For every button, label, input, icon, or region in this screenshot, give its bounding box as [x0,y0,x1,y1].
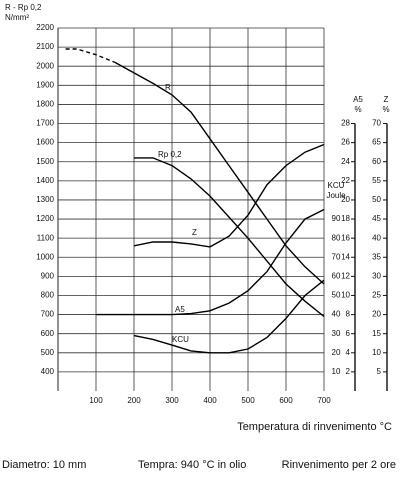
y-tick-label: 2200 [36,23,54,32]
a5-axis-title: A5 [353,95,363,104]
tick-label: 30 [372,271,381,280]
x-axis-title: Temperatura di rinvenimento °C [237,421,392,433]
y-tick-label: 400 [41,367,55,376]
tick-label: 2 [346,367,351,376]
tick-label: 15 [372,329,381,338]
y-tick-label: 900 [41,271,55,280]
tick-label: 30 [332,329,341,338]
tick-label: 16 [341,233,350,242]
y-tick-label: 1200 [36,214,54,223]
series-line [133,143,325,248]
tick-label: 50 [372,195,381,204]
tick-label: 80 [332,233,341,242]
y-tick-label: 700 [41,310,55,319]
x-tick-label: 100 [89,396,103,405]
series-line [134,157,325,318]
tick-label: 90 [332,214,341,223]
tick-label: 20 [332,348,341,357]
y-tick-label: 1500 [36,157,54,166]
tick-label: 20 [341,195,350,204]
x-tick-label: 300 [165,396,179,405]
y-tick-label: 1700 [36,119,54,128]
y-tick-label: 1100 [37,233,55,242]
tick-label: 20 [372,310,381,319]
kcu-axis-unit: Joule [326,191,346,200]
tick-label: 55 [372,176,381,185]
series-line [96,208,325,316]
tick-label: 10 [372,348,381,357]
y-tick-label: 1400 [36,176,54,185]
tick-label: 65 [372,138,381,147]
note: Tempra: 940 °C in olio [138,459,246,471]
tick-label: 28 [341,119,350,128]
z-axis-unit: % [382,105,389,114]
tick-label: 22 [341,176,350,185]
y-axis-unit: N/mm² [5,13,29,22]
tick-label: 24 [341,157,350,166]
y-tick-label: 2100 [36,42,54,51]
a5-axis-unit: % [354,105,361,114]
series-label: Z [192,228,197,237]
series-label: Rp 0,2 [158,150,182,159]
x-tick-label: 500 [241,396,255,405]
y-tick-label: 1900 [36,80,54,89]
y-tick-label: 500 [41,348,55,357]
y-tick-label: 1600 [36,138,54,147]
y-axis-title: R - Rp 0,2 [5,3,42,12]
tick-label: 4 [346,348,351,357]
x-tick-label: 600 [279,396,293,405]
tick-label: 45 [372,214,381,223]
tick-label: 35 [372,252,381,261]
tick-label: 40 [332,310,341,319]
tick-label: 70 [332,252,341,261]
tick-label: 8 [346,310,351,319]
tick-label: 14 [341,252,350,261]
y-tick-label: 1800 [36,100,54,109]
tick-label: 60 [332,271,341,280]
y-tick-label: 2000 [36,61,54,70]
tick-label: 26 [341,138,350,147]
tick-label: 60 [372,157,381,166]
tick-label: 6 [346,329,351,338]
y-tick-label: 800 [41,291,55,300]
x-tick-label: 200 [127,396,141,405]
x-tick-label: 400 [203,396,217,405]
y-tick-label: 600 [41,329,55,338]
tick-label: 25 [372,291,381,300]
series-line [114,61,325,285]
y-tick-label: 1300 [36,195,54,204]
tick-label: 10 [341,291,350,300]
note: Diametro: 10 mm [2,459,86,471]
series-label: R [165,83,171,92]
tick-label: 5 [377,367,382,376]
tick-label: 18 [341,214,350,223]
x-tick-label: 700 [317,396,331,405]
tick-label: 50 [332,291,341,300]
series-line [133,279,325,354]
kcu-axis-title: KCU [328,181,345,190]
note: Rinvenimento per 2 ore [282,459,396,471]
tick-label: 10 [332,367,341,376]
series-label: KCU [172,335,189,344]
z-axis-title: Z [384,95,389,104]
series-label: A5 [175,305,185,314]
tick-label: 12 [341,271,350,280]
y-tick-label: 1000 [36,252,54,261]
tick-label: 70 [372,119,381,128]
tick-label: 40 [372,233,381,242]
series-line [65,48,116,64]
